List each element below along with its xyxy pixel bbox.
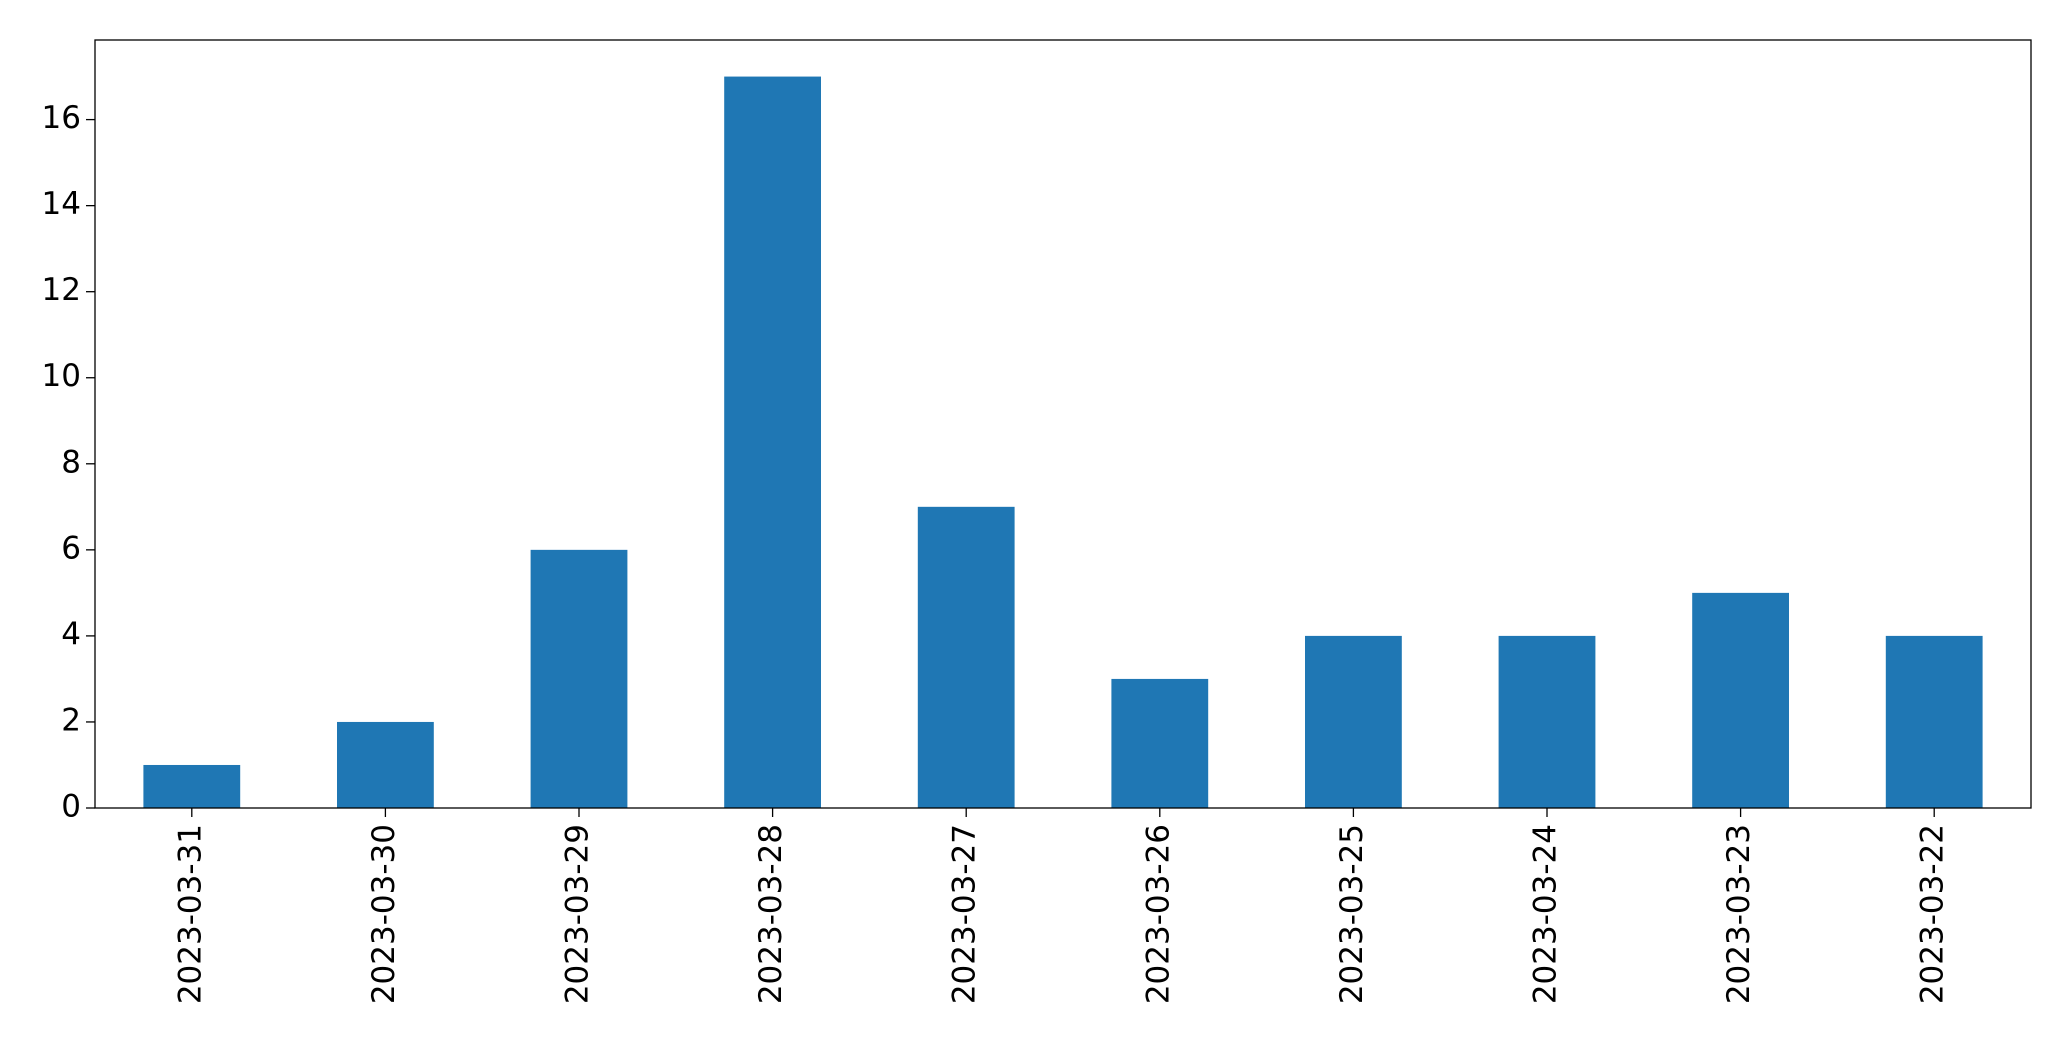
bar	[1111, 678, 1209, 808]
bar	[337, 721, 434, 808]
plot-frame	[94, 39, 2032, 809]
bar	[143, 764, 241, 808]
bar	[1498, 635, 1596, 808]
y-tick-label: 4	[61, 616, 81, 652]
y-tick-label: 8	[61, 444, 81, 480]
x-tick-label: 2023-03-31	[172, 824, 208, 1004]
bar	[724, 76, 821, 809]
y-tick-label: 16	[42, 100, 81, 136]
y-tick-label: 14	[42, 186, 81, 222]
x-tick-label: 2023-03-29	[560, 824, 596, 1004]
bar	[1692, 592, 1789, 808]
bar	[530, 549, 628, 808]
x-tick-label: 2023-03-23	[1721, 824, 1757, 1004]
x-tick-label: 2023-03-28	[753, 824, 789, 1004]
y-tick-label: 12	[42, 272, 81, 308]
y-tick-label: 2	[61, 702, 81, 738]
x-tick-label: 2023-03-24	[1528, 824, 1564, 1004]
bar	[1885, 635, 1983, 808]
x-tick-label: 2023-03-25	[1334, 824, 1370, 1004]
y-tick-label: 0	[61, 789, 81, 825]
x-tick-label: 2023-03-30	[366, 824, 402, 1004]
bar	[1305, 635, 1402, 808]
x-tick-label: 2023-03-26	[1140, 824, 1176, 1004]
y-tick-label: 6	[61, 530, 81, 566]
bar	[917, 506, 1015, 808]
x-tick-label: 2023-03-22	[1915, 824, 1951, 1004]
y-tick-label: 10	[42, 358, 81, 394]
x-tick-label: 2023-03-27	[947, 824, 983, 1004]
